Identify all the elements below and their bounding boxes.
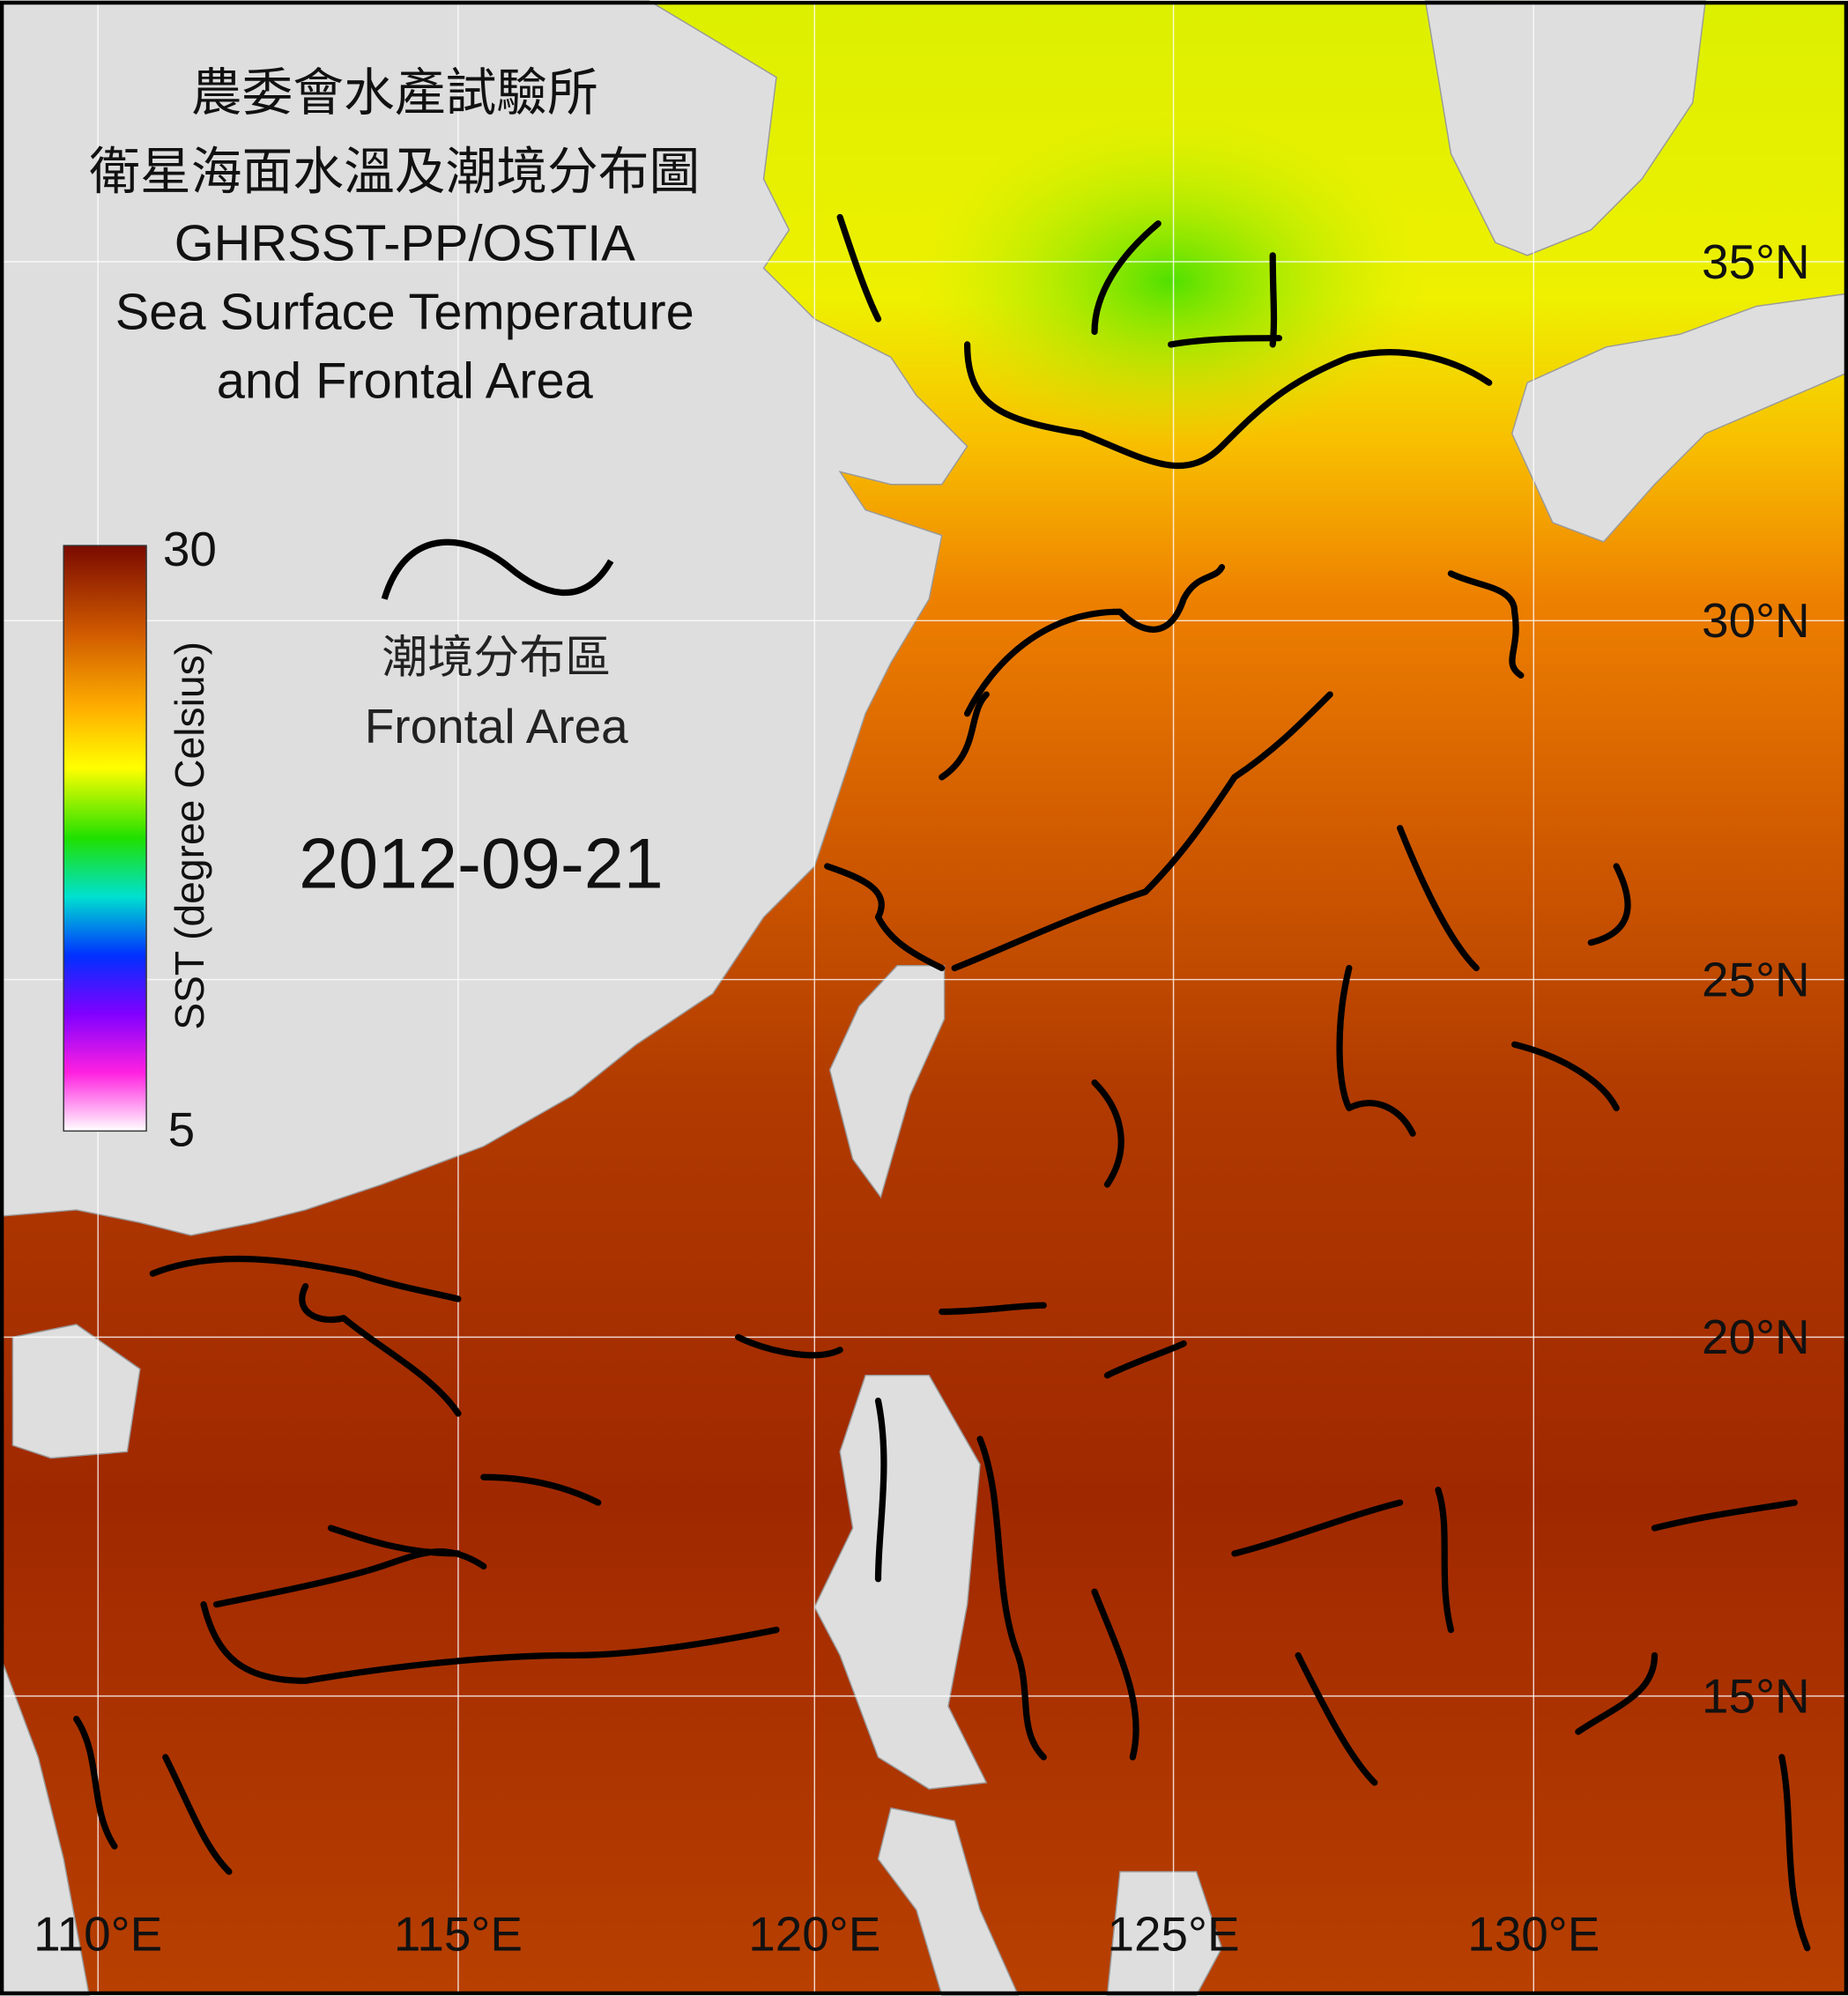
lon-label: 125°E	[1108, 1906, 1240, 1961]
colorbar-max: 30	[163, 522, 217, 576]
colorbar-ramp	[63, 545, 147, 1132]
title-line: and Frontal Area	[217, 353, 594, 410]
lon-labels: 110°E 115°E 120°E 125°E 130°E	[33, 1906, 1599, 1961]
lat-label: 30°N	[1702, 593, 1810, 648]
legend: 潮境分布區 Frontal Area	[365, 538, 628, 753]
lat-label: 25°N	[1702, 952, 1810, 1006]
title-line: Sea Surface Temperature	[115, 285, 694, 341]
lat-label: 35°N	[1702, 234, 1810, 289]
cool-water	[916, 115, 1426, 447]
colorbar: 30 5 SST (degree Celsius)	[63, 522, 217, 1157]
lat-label: 20°N	[1702, 1310, 1810, 1364]
fronts	[73, 213, 1811, 1952]
colorbar-min: 5	[168, 1102, 196, 1157]
date: 2012-09-21	[299, 825, 664, 904]
legend-label: 潮境分布區	[382, 633, 611, 684]
title-line: 農委會水產試驗所	[191, 65, 598, 122]
lon-label: 130°E	[1467, 1906, 1599, 1961]
colorbar-label: SST (degree Celsius)	[167, 642, 212, 1030]
lat-label: 15°N	[1702, 1668, 1810, 1723]
legend-label: Frontal Area	[365, 699, 628, 753]
lon-label: 115°E	[394, 1906, 523, 1961]
legend-symbol	[381, 538, 614, 600]
title-line: GHRSST-PP/OSTIA	[174, 216, 636, 272]
title-line: 衛星海面水溫及潮境分布圖	[89, 145, 700, 201]
title: 農委會水產試驗所 衛星海面水溫及潮境分布圖 GHRSST-PP/OSTIA Se…	[89, 65, 700, 409]
lon-label: 110°E	[33, 1906, 162, 1961]
lat-labels: 35°N 30°N 25°N 20°N 15°N	[1702, 234, 1810, 1724]
lon-label: 120°E	[748, 1906, 880, 1961]
